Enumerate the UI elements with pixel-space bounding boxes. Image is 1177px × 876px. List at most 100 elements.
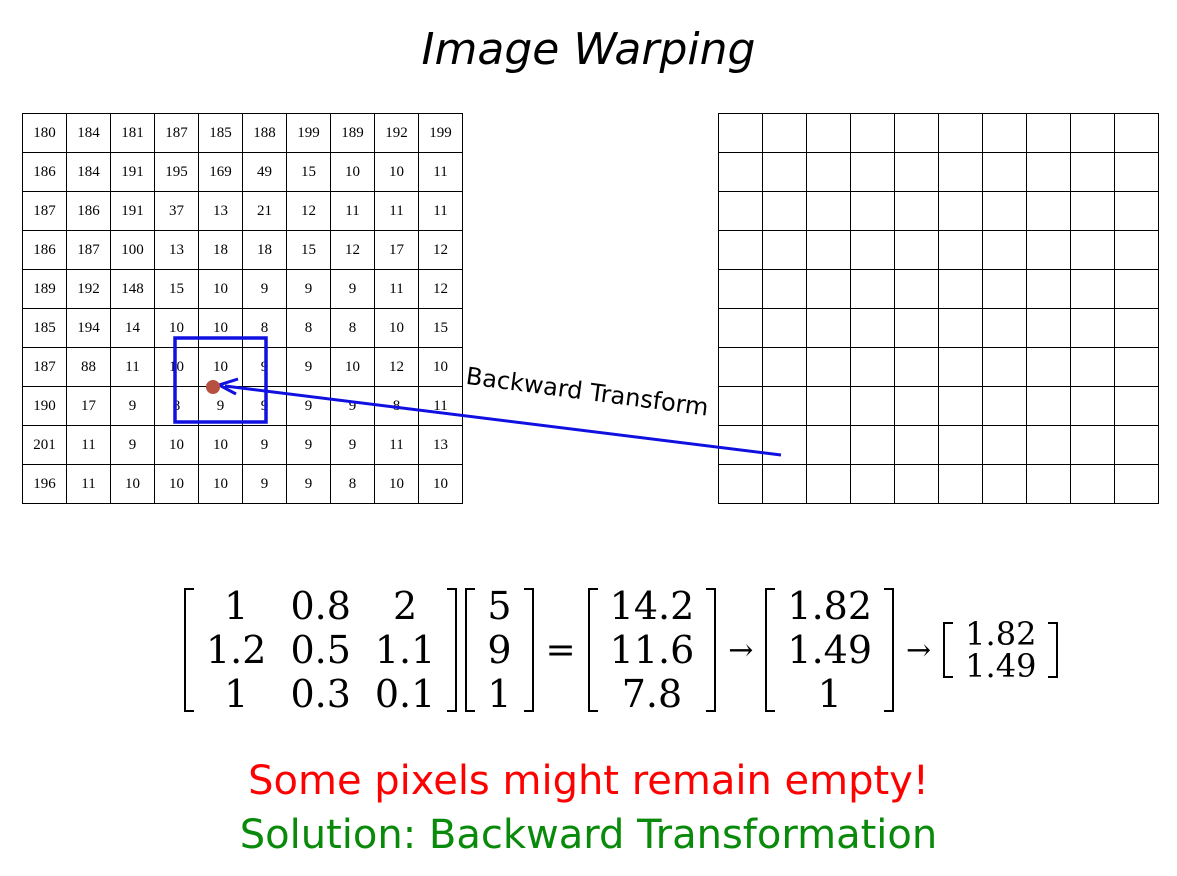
- pixel-cell: 184: [66, 113, 111, 153]
- pixel-cell: 10: [198, 269, 243, 309]
- empty-pixel-cell: [1026, 347, 1071, 387]
- pixel-cell: 11: [66, 425, 111, 465]
- empty-pixel-cell: [938, 230, 983, 270]
- solution-note: Solution: Backward Transformation: [239, 812, 938, 858]
- empty-pixel-cell: [894, 347, 939, 387]
- empty-pixel-cell: [1114, 152, 1159, 192]
- pixel-cell: 11: [110, 347, 155, 387]
- matrix-cell: 0.8: [290, 584, 351, 628]
- equals-sign: =: [545, 629, 576, 671]
- empty-pixel-cell: [1114, 191, 1159, 231]
- pixel-cell: 11: [330, 191, 375, 231]
- empty-pixel-cell: [938, 464, 983, 504]
- grid-row: [718, 386, 1159, 426]
- pixel-cell: 9: [110, 425, 155, 465]
- warning-note: Some pixels might remain empty!: [248, 758, 929, 804]
- empty-pixel-cell: [718, 152, 763, 192]
- pixel-cell: 10: [154, 425, 199, 465]
- pixel-cell: 12: [418, 230, 463, 270]
- pixel-cell: 194: [66, 308, 111, 348]
- vector-cell: 1.82: [787, 584, 873, 628]
- grid-row: [718, 191, 1159, 231]
- pixel-cell: 13: [418, 425, 463, 465]
- right-arrow-icon: →: [728, 632, 754, 668]
- pixel-cell: 199: [286, 113, 331, 153]
- pixel-cell: 13: [154, 230, 199, 270]
- vector-cell: 1: [817, 672, 842, 716]
- vector-cell: 9: [487, 628, 512, 672]
- vector-cell: 1.49: [965, 647, 1037, 685]
- pixel-cell: 10: [110, 464, 155, 504]
- matrix-cell: 0.3: [290, 672, 351, 716]
- pixel-cell: 186: [22, 230, 67, 270]
- grid-row: 186 187 100 13 18 18 15 12 17 12: [22, 230, 463, 270]
- pixel-cell: 199: [418, 113, 463, 153]
- empty-pixel-cell: [1114, 230, 1159, 270]
- final-coordinates-vector: 1.82 1.49: [943, 615, 1059, 685]
- empty-pixel-cell: [982, 113, 1027, 153]
- pixel-cell: 12: [286, 191, 331, 231]
- empty-pixel-cell: [1114, 269, 1159, 309]
- empty-pixel-cell: [1114, 113, 1159, 153]
- pixel-cell: 11: [418, 386, 463, 426]
- slide-title: Image Warping: [421, 24, 756, 75]
- empty-pixel-cell: [806, 152, 851, 192]
- vector-cell: 14.2: [609, 584, 695, 628]
- empty-pixel-cell: [982, 191, 1027, 231]
- empty-pixel-cell: [1026, 191, 1071, 231]
- empty-pixel-cell: [806, 347, 851, 387]
- pixel-cell: 11: [418, 152, 463, 192]
- pixel-cell: 18: [198, 230, 243, 270]
- empty-pixel-cell: [850, 347, 895, 387]
- empty-pixel-cell: [1070, 230, 1115, 270]
- vector-cell: 1.82: [965, 615, 1037, 653]
- pixel-cell: 181: [110, 113, 155, 153]
- pixel-cell: 9: [330, 425, 375, 465]
- pixel-cell: 10: [374, 464, 419, 504]
- grid-row: [718, 425, 1159, 465]
- grid-row: [718, 269, 1159, 309]
- matrix-cell: 1: [224, 584, 249, 628]
- transform-matrix: 1 0.8 2 1.2 0.5 1.1 1 0.3 0.1: [184, 584, 458, 716]
- pixel-cell: 12: [418, 269, 463, 309]
- vector-cell: 1: [487, 672, 512, 716]
- pixel-cell: 192: [374, 113, 419, 153]
- empty-pixel-cell: [1070, 464, 1115, 504]
- transform-equation: 1 0.8 2 1.2 0.5 1.1 1 0.3 0.1 5 9 1 = 14…: [180, 583, 1062, 717]
- vector-cell: 7.8: [621, 672, 683, 716]
- grid-row: [718, 347, 1159, 387]
- empty-pixel-cell: [718, 308, 763, 348]
- empty-pixel-cell: [938, 347, 983, 387]
- destination-pixel-grid: [718, 113, 1159, 504]
- empty-pixel-cell: [718, 191, 763, 231]
- pixel-cell: 185: [198, 113, 243, 153]
- grid-row: [718, 113, 1159, 153]
- empty-pixel-cell: [894, 425, 939, 465]
- empty-pixel-cell: [806, 269, 851, 309]
- grid-row: [718, 152, 1159, 192]
- pixel-cell: 9: [286, 464, 331, 504]
- grid-row: [718, 230, 1159, 270]
- pixel-cell: 184: [66, 152, 111, 192]
- empty-pixel-cell: [894, 464, 939, 504]
- pixel-cell: 196: [22, 464, 67, 504]
- pixel-cell: 9: [330, 386, 375, 426]
- grid-row: 201 11 9 10 10 9 9 9 11 13: [22, 425, 463, 465]
- pixel-cell: 10: [198, 425, 243, 465]
- empty-pixel-cell: [1026, 386, 1071, 426]
- empty-pixel-cell: [806, 191, 851, 231]
- pixel-cell: 10: [198, 308, 243, 348]
- grid-row: 180 184 181 187 185 188 199 189 192 199: [22, 113, 463, 153]
- pixel-cell: 15: [286, 152, 331, 192]
- empty-pixel-cell: [1070, 308, 1115, 348]
- empty-pixel-cell: [894, 191, 939, 231]
- pixel-cell: 9: [286, 386, 331, 426]
- pixel-cell: 190: [22, 386, 67, 426]
- pixel-cell: 9: [330, 269, 375, 309]
- empty-pixel-cell: [894, 386, 939, 426]
- empty-pixel-cell: [850, 308, 895, 348]
- grid-row: [718, 308, 1159, 348]
- empty-pixel-cell: [1026, 308, 1071, 348]
- matrix-cell: 0.5: [290, 628, 351, 672]
- pixel-cell: 15: [154, 269, 199, 309]
